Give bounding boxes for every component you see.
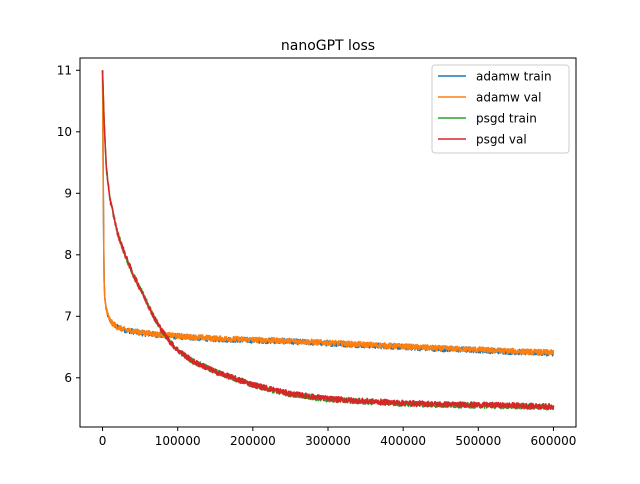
x-tick-label: 300000 [305,434,351,448]
chart-title: nanoGPT loss [281,38,375,54]
x-axis: 0 100000 200000 300000 400000 500000 600000 [99,427,577,448]
y-tick-label: 7 [64,309,72,323]
x-tick-label: 100000 [155,434,201,448]
legend-box [431,64,570,154]
legend: adamw train adamw val psgd train psgd val [431,64,570,154]
legend-label: psgd val [476,133,527,147]
y-tick-label: 10 [57,125,72,139]
x-tick-label: 600000 [531,434,577,448]
y-tick-label: 11 [57,63,72,77]
y-tick-label: 9 [64,186,72,200]
legend-label: adamw train [476,70,552,84]
plot-lines [101,70,555,411]
y-tick-label: 8 [64,248,72,262]
y-axis: 6 7 8 9 10 11 [57,63,80,385]
legend-label: psgd train [476,112,537,126]
series-line-adamw-val [101,70,555,356]
y-tick-label: 6 [64,371,72,385]
x-tick-label: 400000 [380,434,426,448]
legend-label: adamw val [476,91,541,105]
x-tick-label: 0 [99,434,107,448]
series-line-psgd-val [101,70,555,411]
x-tick-label: 500000 [455,434,501,448]
x-tick-label: 200000 [230,434,276,448]
